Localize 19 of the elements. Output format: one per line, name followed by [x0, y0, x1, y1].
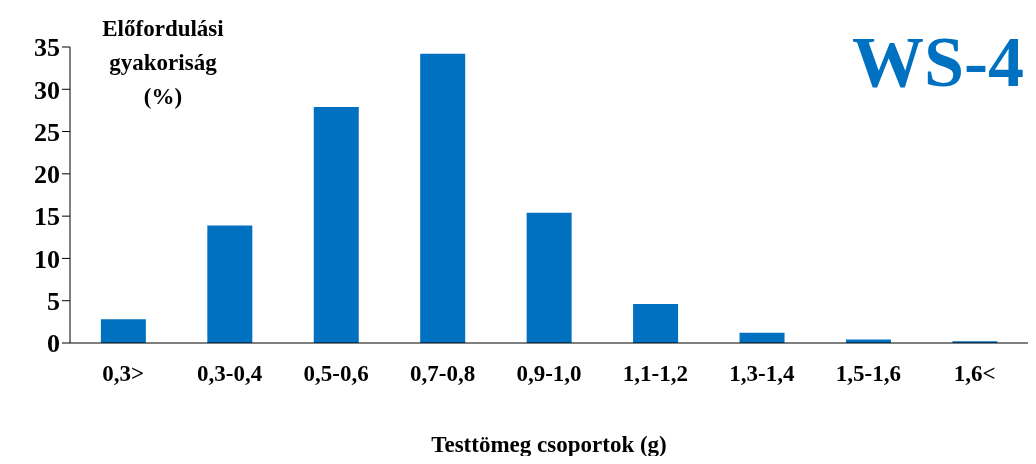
x-tick-label: 1,6<: [953, 361, 996, 387]
y-tick-label: 15: [34, 202, 60, 232]
y-tick-label: 20: [34, 160, 60, 190]
y-tick-label: 30: [34, 75, 60, 105]
y-axis-title: Előfordulási gyakoriság (%): [101, 15, 225, 111]
x-tick-label: 0,9-1,0: [516, 361, 582, 387]
y-tick-label: 5: [47, 286, 60, 316]
x-tick-label: 0,3>: [102, 361, 145, 387]
chart-title: WS-4: [851, 22, 1024, 102]
x-tick-label: 0,3-0,4: [197, 361, 263, 387]
y-tick-label: 10: [34, 244, 60, 274]
y-tick-label: 35: [34, 33, 60, 63]
x-tick-label: 0,7-0,8: [409, 361, 476, 387]
x-tick-label: 1,3-1,4: [729, 361, 795, 387]
x-tick-label: 1,1-1,2: [622, 361, 689, 387]
y-tick-label: 0: [47, 329, 60, 359]
x-tick-label: 1,5-1,6: [835, 361, 901, 387]
x-tick-label: 0,5-0,6: [303, 361, 369, 387]
y-tick-label: 25: [34, 117, 60, 147]
